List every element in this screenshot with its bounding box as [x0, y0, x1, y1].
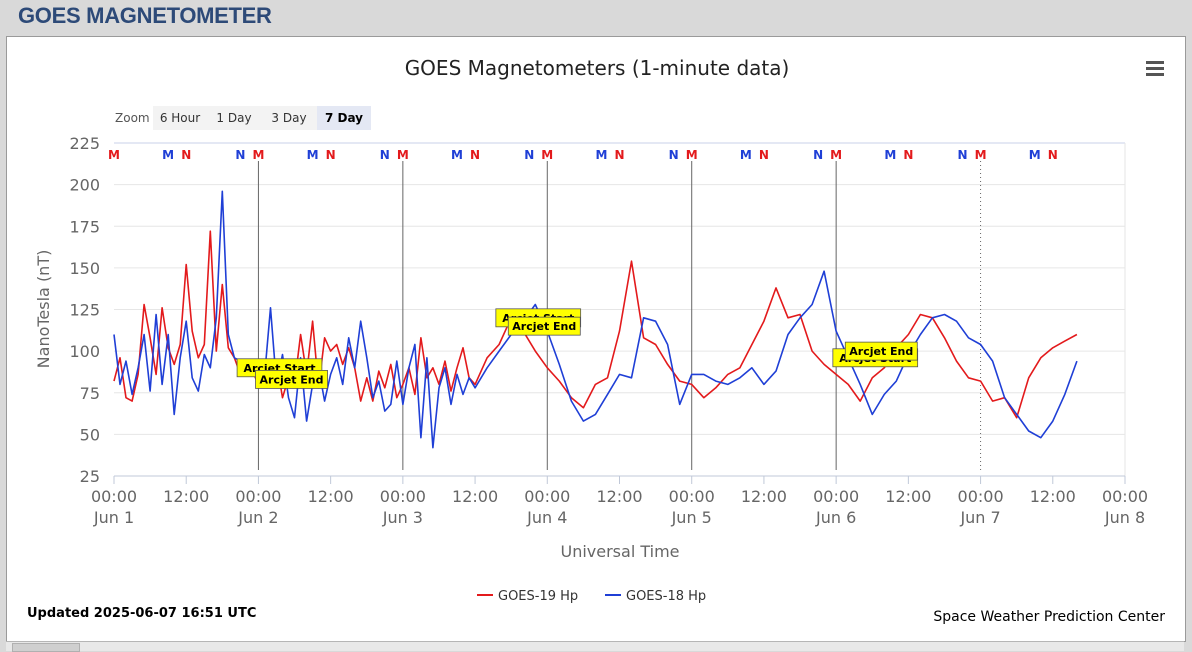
- zoom-button-1d[interactable]: 1 Day: [207, 106, 261, 130]
- top-marker: M: [740, 148, 752, 162]
- top-marker: N: [181, 148, 191, 162]
- zoom-button-7d-label: 7 Day: [325, 111, 363, 125]
- top-marker: M: [108, 148, 120, 162]
- x-tick-date-label: Jun 8: [1104, 508, 1145, 527]
- top-marker: M: [595, 148, 607, 162]
- x-tick-label: 12:00: [885, 487, 931, 506]
- top-marker: N: [669, 148, 679, 162]
- legend: GOES-19 Hp GOES-18 Hp: [477, 589, 706, 604]
- x-tick-label: 00:00: [380, 487, 426, 506]
- x-tick-label: 12:00: [1030, 487, 1076, 506]
- page-title: GOES MAGNETOMETER: [18, 3, 272, 28]
- chart-svg: GOES Magnetometers (1-minute data) Zoom …: [27, 56, 1165, 625]
- chart-menu-icon[interactable]: [1146, 61, 1164, 77]
- top-marker: N: [326, 148, 336, 162]
- annotation-label: Arcjet End: [849, 345, 913, 358]
- x-tick-label: 00:00: [958, 487, 1004, 506]
- top-marker: N: [524, 148, 534, 162]
- legend-goes19-label: GOES-19 Hp: [498, 589, 578, 604]
- top-marker: N: [1048, 148, 1058, 162]
- series-line-goes19: [113, 230, 1078, 419]
- y-tick-label: 25: [80, 467, 100, 486]
- arcjet-annotation: Arcjet End: [844, 341, 918, 361]
- x-tick-date-label: Jun 5: [671, 508, 712, 527]
- top-marker: M: [451, 148, 463, 162]
- top-marker: M: [975, 148, 987, 162]
- x-tick-label: 00:00: [813, 487, 859, 506]
- series-line-goes18: [113, 190, 1078, 449]
- y-tick-label: 100: [69, 342, 100, 361]
- credit-text: Space Weather Prediction Center: [933, 609, 1165, 625]
- y-axis-label: NanoTesla (nT): [34, 250, 53, 369]
- footer-scrollbar: [6, 641, 1184, 651]
- annotation-box: [255, 370, 328, 389]
- annotation-box: [844, 341, 918, 361]
- top-marker: M: [162, 148, 174, 162]
- x-tick-label: 12:00: [741, 487, 787, 506]
- arcjet-annotation: Arcjet End: [507, 316, 581, 336]
- top-marker: N: [470, 148, 480, 162]
- top-marker: M: [830, 148, 842, 162]
- y-tick-label: 75: [80, 384, 100, 403]
- zoom-button-7d[interactable]: 7 Day: [317, 106, 371, 130]
- x-tick-label: 00:00: [1102, 487, 1148, 506]
- x-tick-date-label: Jun 4: [526, 508, 567, 527]
- legend-item-goes18[interactable]: GOES-18 Hp: [605, 589, 706, 604]
- top-marker: N: [813, 148, 823, 162]
- x-tick-label: 00:00: [235, 487, 281, 506]
- top-marker: N: [759, 148, 769, 162]
- annotation-box: [507, 316, 581, 336]
- x-axis-label: Universal Time: [560, 542, 679, 561]
- x-tick-label: 12:00: [163, 487, 209, 506]
- footer-tab[interactable]: [12, 643, 80, 652]
- x-tick-label: 00:00: [91, 487, 137, 506]
- top-marker: M: [884, 148, 896, 162]
- top-marker: N: [380, 148, 390, 162]
- legend-item-goes19[interactable]: GOES-19 Hp: [477, 589, 578, 604]
- top-marker: M: [397, 148, 409, 162]
- x-tick-date-label: Jun 6: [815, 508, 856, 527]
- chart-panel: GOES Magnetometers (1-minute data) Zoom …: [6, 36, 1186, 642]
- zoom-button-3d[interactable]: 3 Day: [261, 106, 317, 130]
- x-tick-date-label: Jun 2: [237, 508, 278, 527]
- top-marker: M: [307, 148, 319, 162]
- top-marker: N: [957, 148, 967, 162]
- zoom-label: Zoom: [115, 111, 150, 125]
- x-tick-label: 12:00: [596, 487, 642, 506]
- y-tick-label: 150: [69, 259, 100, 278]
- top-marker: M: [252, 148, 264, 162]
- zoom-button-3d-label: 3 Day: [271, 111, 306, 125]
- annotation-label: Arcjet End: [512, 320, 576, 333]
- y-tick-label: 175: [69, 217, 100, 236]
- x-tick-label: 00:00: [524, 487, 570, 506]
- top-marker: N: [614, 148, 624, 162]
- x-tick-date-label: Jun 7: [959, 508, 1000, 527]
- x-tick-label: 12:00: [308, 487, 354, 506]
- updated-text: Updated 2025-06-07 16:51 UTC: [27, 606, 256, 621]
- y-tick-label: 200: [69, 176, 100, 195]
- y-tick-label: 225: [69, 134, 100, 153]
- y-tick-label: 50: [80, 425, 100, 444]
- zoom-button-1d-label: 1 Day: [216, 111, 251, 125]
- x-tick-date-label: Jun 1: [93, 508, 134, 527]
- chart-title: GOES Magnetometers (1-minute data): [405, 56, 790, 80]
- arcjet-annotation: Arcjet End: [255, 370, 328, 389]
- top-marker: N: [903, 148, 913, 162]
- annotation-label: Arcjet End: [260, 373, 324, 386]
- top-marker: M: [1029, 148, 1041, 162]
- x-tick-label: 00:00: [669, 487, 715, 506]
- zoom-button-6h-label: 6 Hour: [160, 111, 200, 125]
- y-tick-label: 125: [69, 301, 100, 320]
- zoom-button-6h[interactable]: 6 Hour: [153, 106, 207, 130]
- x-tick-date-label: Jun 3: [382, 508, 423, 527]
- legend-goes18-label: GOES-18 Hp: [626, 589, 706, 604]
- top-marker: N: [235, 148, 245, 162]
- top-marker: M: [541, 148, 553, 162]
- top-marker: M: [686, 148, 698, 162]
- x-tick-label: 12:00: [452, 487, 498, 506]
